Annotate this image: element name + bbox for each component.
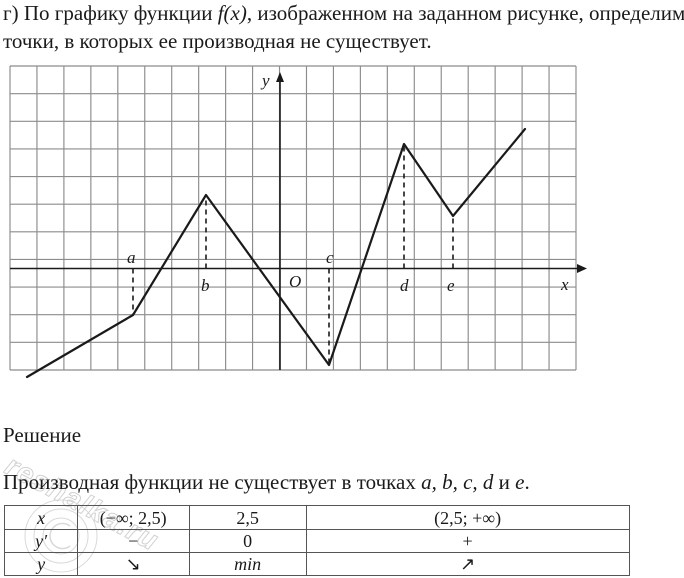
svg-text:a: a <box>127 248 136 267</box>
svg-text:O: O <box>289 272 301 291</box>
svg-text:d: d <box>400 276 409 295</box>
svg-text:e: e <box>447 276 455 295</box>
svg-text:y: y <box>260 71 270 90</box>
svg-text:x: x <box>560 275 569 294</box>
svg-text:b: b <box>201 276 210 295</box>
svg-text:c: c <box>326 248 334 267</box>
